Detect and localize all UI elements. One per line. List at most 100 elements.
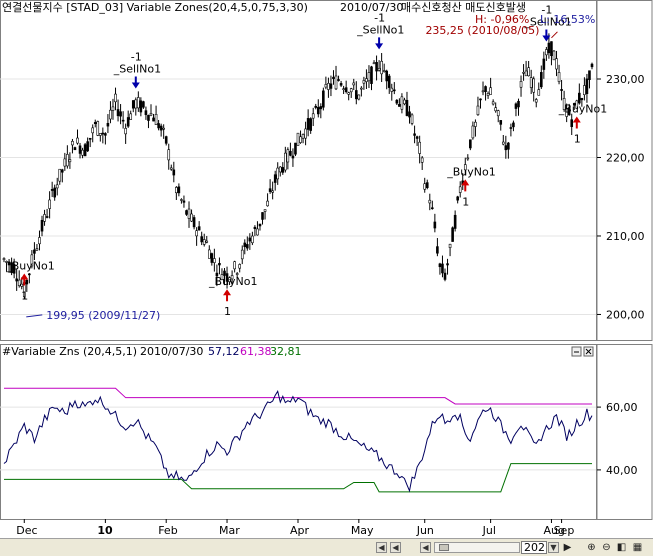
scroll-thumb[interactable]: [439, 544, 449, 551]
oscillator-layer: [3, 387, 593, 493]
candle-body: [522, 71, 525, 74]
candle-body: [271, 190, 274, 193]
candle-body: [456, 196, 459, 201]
candle-body: [10, 262, 13, 274]
candle-body: [268, 188, 272, 192]
candle-body: [578, 92, 581, 104]
candle-body: [83, 144, 87, 157]
candle-body: [185, 210, 188, 215]
candle-body: [499, 120, 503, 125]
candle-body: [225, 273, 229, 282]
candle-body: [55, 184, 59, 189]
candle-body: [251, 235, 254, 244]
close-icon: [585, 348, 592, 355]
candle-body: [552, 50, 556, 61]
candle-body: [337, 79, 340, 81]
candle-body: [276, 167, 280, 180]
candle-body: [428, 199, 432, 204]
candle-body: [332, 76, 335, 79]
bar-count-spin[interactable]: ▼: [548, 542, 559, 553]
chart-settings-button[interactable]: ◧: [616, 542, 627, 553]
candle-body: [344, 87, 348, 93]
scroll-start-button[interactable]: ◀: [390, 542, 401, 553]
oscillator-date: 2010/07/30: [140, 345, 203, 358]
arrow-left-icon: ◀: [378, 543, 385, 552]
candle-body: [134, 99, 138, 109]
candle-body: [438, 263, 442, 268]
candle-body: [210, 253, 214, 263]
candle-body: [284, 152, 287, 171]
oscillator-params: (20,4,5,1): [83, 345, 137, 358]
candle-body: [311, 113, 315, 119]
candle-body: [129, 113, 133, 120]
candle-body: [99, 133, 102, 136]
candle-body: [169, 167, 173, 170]
candle-body: [63, 158, 67, 167]
candle-body: [28, 273, 31, 276]
sell-arrow-icon: [131, 76, 140, 89]
candle-body: [415, 136, 419, 139]
candle-body: [35, 248, 39, 251]
price-tick-label: 200,00: [606, 308, 645, 321]
candle-body: [30, 254, 34, 267]
buy-arrow-icon: [461, 179, 470, 192]
time-tick-label: Mar: [219, 524, 240, 537]
zoom-in-button[interactable]: ⊕: [586, 542, 597, 553]
candle-body: [294, 142, 297, 155]
candle-body: [197, 226, 201, 231]
candle-body: [458, 186, 462, 193]
sell-arrow-icon: [375, 37, 384, 50]
candle-body: [380, 60, 383, 75]
bar-count-input[interactable]: 202: [521, 541, 547, 554]
candle-body: [448, 243, 452, 248]
scroll-back-button[interactable]: ◀: [420, 542, 431, 553]
buy-signal-label: _BuyNo1: [208, 275, 258, 288]
zoom-out-icon: ⊖: [602, 542, 611, 553]
candle-body: [387, 75, 391, 88]
candle-body: [230, 275, 234, 280]
candle-body: [17, 279, 21, 286]
time-tick-label: Dec: [16, 524, 37, 537]
chart-scrollbar[interactable]: ◀ ◀ ◀ 202 ▼ ▶ ⊕ ⊖ ◧ ▦: [0, 538, 653, 556]
candle-body: [585, 78, 589, 94]
candle-body: [491, 101, 495, 105]
candle-body: [164, 136, 168, 144]
candle-body: [187, 208, 191, 219]
candle-body: [78, 145, 82, 154]
chart-layout-button[interactable]: ▦: [632, 542, 643, 553]
low-annotation-label: 199,95 (2009/11/27): [46, 309, 160, 322]
oscillator-title: #Variable Zns: [2, 345, 80, 358]
candle-body: [471, 125, 475, 139]
scroll-forward-button[interactable]: ▶: [562, 542, 573, 553]
scroll-track[interactable]: [434, 542, 520, 553]
candle-body: [588, 70, 591, 80]
candle-body: [142, 101, 145, 108]
candle-body: [124, 128, 127, 135]
candle-body: [540, 72, 543, 88]
scroll-left-button[interactable]: ◀: [376, 542, 387, 553]
candle-body: [512, 122, 515, 128]
arrow-left-icon: ◀: [422, 543, 429, 552]
candle-body: [154, 114, 158, 125]
price-low-label: L: 16,53%: [540, 13, 595, 26]
candle-body: [273, 174, 277, 183]
candle-body: [81, 149, 84, 156]
candle-body: [296, 132, 300, 146]
candle-body: [453, 214, 457, 229]
candle-body: [40, 219, 44, 232]
buy-signal-label: _BuyNo1: [5, 260, 55, 273]
candle-body: [403, 99, 406, 105]
low-annotation-leader: [26, 314, 43, 318]
candle-body: [2, 258, 6, 260]
zoom-out-button[interactable]: ⊖: [601, 542, 612, 553]
candle-body: [489, 87, 492, 95]
candle-body: [431, 207, 434, 210]
candle-body: [304, 128, 307, 139]
price-tick-label: 220,00: [606, 151, 645, 164]
candle-body: [299, 136, 302, 143]
candle-body: [469, 139, 472, 149]
candle-body: [309, 118, 312, 131]
candle-body: [405, 99, 409, 116]
candle-body: [258, 223, 262, 227]
